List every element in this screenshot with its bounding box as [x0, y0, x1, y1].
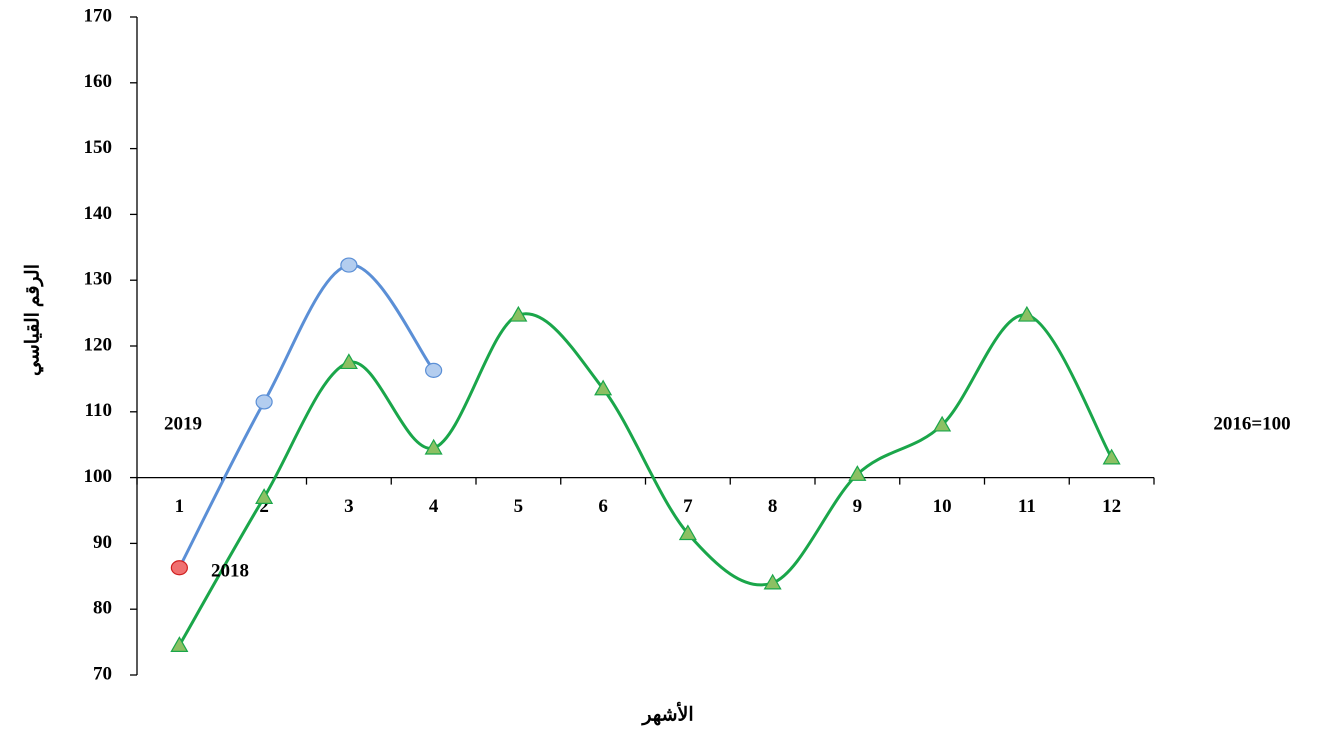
x-tick-label: 8 — [768, 496, 778, 517]
y-tick-label: 160 — [84, 71, 113, 92]
point-marker — [509, 305, 528, 322]
y-tick-label: 150 — [84, 137, 113, 158]
x-tick-label: 6 — [598, 496, 608, 517]
x-axis-label: الأشهر — [640, 701, 693, 725]
point-marker — [594, 379, 613, 396]
y-tick-label: 110 — [85, 400, 112, 421]
series-line — [178, 312, 1113, 647]
point-marker — [255, 394, 273, 410]
point-marker — [255, 488, 274, 504]
x-tick-label: 4 — [429, 496, 439, 517]
x-tick-label: 5 — [514, 496, 524, 517]
y-tick-label: 130 — [84, 269, 113, 290]
point-marker — [425, 362, 443, 378]
y-tick-label: 120 — [84, 334, 113, 355]
y-tick-label: 170 — [84, 5, 113, 26]
point-marker — [848, 465, 867, 481]
x-tick-label: 1 — [175, 496, 185, 517]
x-tick-label: 12 — [1102, 496, 1121, 517]
series-line — [178, 263, 435, 569]
series-label: 2018 — [211, 560, 249, 581]
x-tick-label: 3 — [344, 496, 354, 517]
y-tick-label: 100 — [84, 466, 113, 487]
x-tick-label: 11 — [1018, 496, 1036, 517]
y-tick-label: 80 — [93, 598, 112, 619]
point-marker — [424, 438, 443, 455]
point-marker — [339, 353, 358, 370]
point-marker — [170, 560, 188, 576]
point-marker — [933, 415, 952, 432]
series-label: 2019 — [164, 413, 202, 434]
point-marker — [340, 257, 358, 273]
x-tick-label: 9 — [853, 496, 863, 517]
y-axis-label: الرقم القياسي — [22, 264, 44, 376]
y-tick-label: 70 — [93, 663, 112, 684]
point-marker — [763, 573, 782, 590]
x-tick-label: 10 — [933, 496, 952, 517]
x-tick-label: 7 — [683, 496, 693, 517]
point-marker — [1102, 448, 1121, 465]
point-marker — [678, 524, 697, 541]
y-tick-label: 140 — [84, 203, 113, 224]
point-marker — [170, 636, 189, 652]
y-tick-label: 90 — [93, 532, 112, 553]
point-marker — [1017, 305, 1036, 322]
x-tick-label: 2 — [259, 496, 269, 517]
annotation: 2016=100 — [1213, 413, 1290, 434]
